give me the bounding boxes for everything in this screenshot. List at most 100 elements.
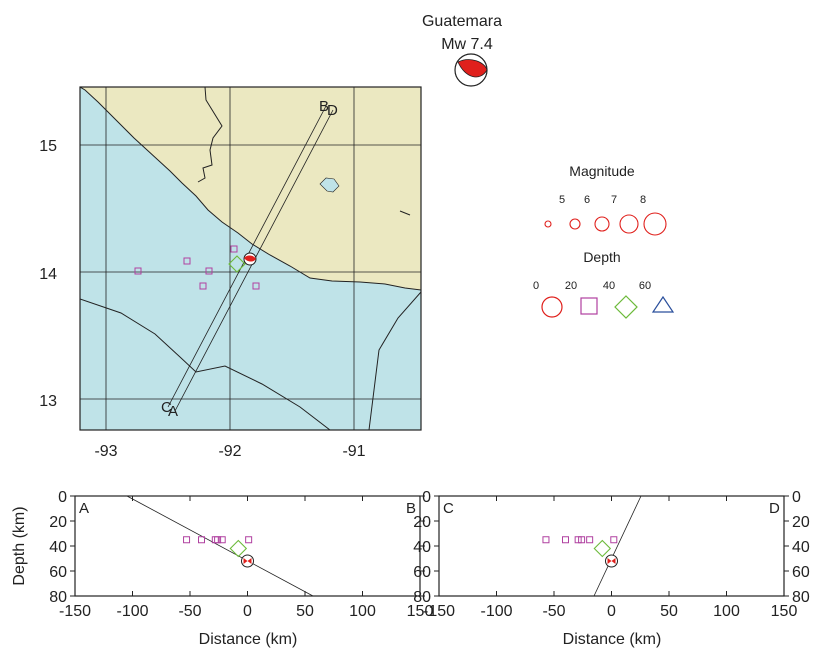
- land-area: [80, 87, 421, 291]
- y-tick-label: 40: [49, 539, 67, 556]
- event-magnitude-label: Mw 7.4: [441, 36, 493, 53]
- section-left-ticks: [70, 495, 425, 597]
- x-tick-label: 50: [296, 603, 314, 620]
- section-right-panel: C D: [434, 495, 789, 597]
- section-beachball-fill: [607, 558, 616, 564]
- legend-depth-value: 60: [639, 280, 651, 292]
- lon-tick-label: -92: [218, 443, 241, 460]
- section-event-square: [245, 536, 253, 544]
- section-event-square: [218, 536, 226, 544]
- section-event-diamond: [229, 539, 248, 558]
- x-tick-label: 0: [607, 603, 616, 620]
- y-tick-label: 0: [792, 489, 801, 506]
- legend-magnitude-value: 6: [584, 194, 590, 206]
- y-tick-label: 60: [792, 564, 810, 581]
- section-left-profile-line: [126, 495, 314, 597]
- legend-depth-title: Depth: [583, 249, 620, 265]
- y-tick-label: 80: [792, 589, 810, 606]
- lat-tick-label: 15: [39, 138, 57, 155]
- section-right-profile-line: [593, 495, 642, 597]
- legend-magnitude-value: 8: [640, 194, 646, 206]
- legend-magnitude-value: 7: [611, 194, 617, 206]
- magnitude-7-circle: [594, 216, 610, 232]
- y-tick-label: 0: [422, 489, 431, 506]
- map-event-square: [252, 282, 260, 290]
- lake-shape: [319, 177, 340, 193]
- section-left-panel: A B: [70, 495, 425, 597]
- section-left-marks: [183, 536, 254, 568]
- section-ylabel: Depth (km): [11, 506, 28, 585]
- map-event-diamond: [228, 255, 246, 273]
- section-event-square: [214, 536, 222, 544]
- x-tick-label: -150: [423, 603, 455, 620]
- x-tick-label: 0: [243, 603, 252, 620]
- map-event-square: [134, 267, 142, 275]
- profile-label-a: A: [168, 403, 178, 420]
- legend-depth-value: 40: [603, 280, 615, 292]
- section-event-square: [562, 536, 569, 544]
- section-event-square: [610, 536, 618, 544]
- map-event-square: [205, 267, 213, 275]
- magnitude-5-circle: [544, 220, 552, 228]
- magnitude-8a-circle: [619, 214, 639, 234]
- section-left-start-label: A: [79, 500, 89, 517]
- x-tick-label: 100: [713, 603, 740, 620]
- section-left-xlabel: Distance (km): [199, 631, 298, 648]
- depth-60-triangle: [651, 295, 675, 313]
- depth-0-circle: [541, 296, 563, 318]
- legend: Magnitude 5 6 7 8 Depth 0 20 40 60: [533, 163, 675, 319]
- depth-40-diamond: [614, 295, 638, 319]
- x-tick-label: 100: [349, 603, 376, 620]
- event-region-label: Guatemara: [422, 13, 502, 30]
- legend-depth-value: 20: [565, 280, 577, 292]
- y-tick-label: 80: [413, 589, 431, 606]
- y-tick-label: 0: [58, 489, 67, 506]
- section-beachball-fill: [243, 558, 252, 564]
- x-tick-label: 150: [771, 603, 798, 620]
- map-event-square: [230, 245, 238, 253]
- map-gridlines: [80, 87, 421, 430]
- section-left-end-label: B: [406, 500, 416, 517]
- border-line: [197, 87, 223, 183]
- y-tick-label: 20: [49, 514, 67, 531]
- section-right-marks: [542, 536, 618, 568]
- map-panel: [80, 87, 421, 430]
- x-tick-label: -100: [480, 603, 512, 620]
- x-tick-label: -150: [59, 603, 91, 620]
- main-beachball-icon: [454, 53, 488, 87]
- section-event-diamond: [593, 539, 612, 558]
- section-right-xlabel: Distance (km): [563, 631, 662, 648]
- y-tick-label: 40: [413, 539, 431, 556]
- plate-boundary-line: [368, 291, 421, 430]
- lat-tick-label: 13: [39, 393, 57, 410]
- map-event-square: [183, 257, 191, 265]
- profile-label-d: D: [327, 102, 338, 119]
- lat-tick-label: 14: [39, 266, 57, 283]
- lon-tick-label: -91: [342, 443, 365, 460]
- profile-label-c: C: [161, 399, 172, 416]
- section-event-square: [586, 536, 594, 544]
- section-event-square: [198, 536, 205, 544]
- map-beachball-icon: [243, 252, 257, 266]
- profile-label-b: B: [319, 98, 329, 115]
- section-event-square: [542, 536, 550, 544]
- y-tick-label: 20: [792, 514, 810, 531]
- legend-depth-value: 0: [533, 280, 539, 292]
- x-tick-label: -100: [116, 603, 148, 620]
- x-tick-label: 150: [407, 603, 434, 620]
- y-tick-label: 20: [413, 514, 431, 531]
- section-right-end-label: D: [769, 500, 780, 517]
- map-events: [134, 245, 260, 290]
- depth-20-square: [580, 297, 598, 315]
- x-tick-label: 50: [660, 603, 678, 620]
- x-tick-label: -50: [542, 603, 565, 620]
- map-event-square: [199, 282, 207, 290]
- legend-magnitude-value: 5: [559, 194, 565, 206]
- y-tick-label: 60: [413, 564, 431, 581]
- y-tick-label: 80: [49, 589, 67, 606]
- legend-magnitude-title: Magnitude: [569, 163, 635, 179]
- section-event-square: [183, 536, 191, 544]
- x-tick-label: -50: [178, 603, 201, 620]
